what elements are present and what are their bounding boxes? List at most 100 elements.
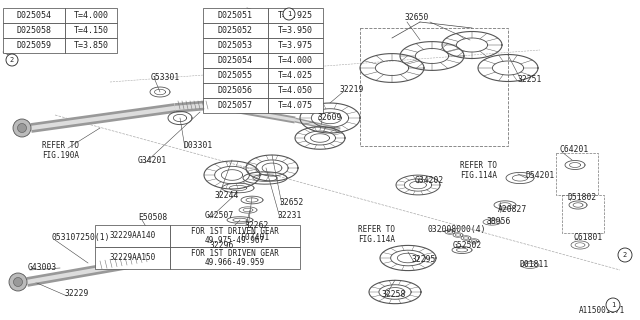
Bar	[268, 68, 323, 83]
Text: 32231: 32231	[278, 211, 302, 220]
Text: FIG.190A: FIG.190A	[42, 151, 79, 160]
Bar	[3, 23, 65, 38]
Text: 1: 1	[287, 11, 291, 17]
Text: A20827: A20827	[498, 205, 527, 214]
Text: 32219: 32219	[340, 85, 364, 94]
Text: 32229AA140: 32229AA140	[109, 231, 156, 241]
Bar	[203, 38, 268, 53]
Text: D025051: D025051	[218, 11, 253, 20]
Circle shape	[13, 119, 31, 137]
Text: F07401: F07401	[240, 233, 269, 242]
Text: C64201: C64201	[560, 145, 589, 154]
Text: 053107250(1): 053107250(1)	[52, 233, 111, 242]
Text: 32652: 32652	[280, 198, 305, 207]
Text: 32229AA150: 32229AA150	[109, 253, 156, 262]
Text: 2: 2	[10, 57, 14, 63]
Text: G34201: G34201	[138, 156, 167, 165]
Text: C61801: C61801	[573, 233, 602, 242]
Circle shape	[283, 8, 295, 20]
Text: D025057: D025057	[218, 101, 253, 110]
Text: 1: 1	[611, 302, 615, 308]
Text: G53301: G53301	[151, 73, 180, 82]
Circle shape	[17, 124, 26, 132]
Text: 32262: 32262	[245, 221, 269, 230]
Text: 32295: 32295	[412, 255, 436, 264]
Text: T=4.150: T=4.150	[74, 26, 109, 35]
Bar	[170, 247, 300, 269]
Text: D025054: D025054	[17, 11, 51, 20]
Bar	[203, 68, 268, 83]
Text: T=4.050: T=4.050	[278, 86, 313, 95]
Text: 32650: 32650	[405, 13, 429, 22]
Text: D025055: D025055	[218, 71, 253, 80]
Bar	[268, 98, 323, 113]
Text: 32251: 32251	[518, 75, 542, 84]
Text: D025056: D025056	[218, 86, 253, 95]
Text: T=4.075: T=4.075	[278, 101, 313, 110]
Text: 49.966-49.959: 49.966-49.959	[205, 258, 265, 267]
Text: 32229: 32229	[65, 289, 90, 298]
Bar	[203, 53, 268, 68]
Circle shape	[606, 298, 620, 312]
Bar	[360, 28, 508, 146]
Bar	[268, 53, 323, 68]
Text: D025053: D025053	[218, 41, 253, 50]
Text: 38956: 38956	[487, 217, 511, 226]
Text: T=4.025: T=4.025	[278, 71, 313, 80]
Text: 32296: 32296	[210, 241, 234, 250]
Bar	[203, 83, 268, 98]
Text: A115001071: A115001071	[579, 306, 625, 315]
Text: T=4.000: T=4.000	[278, 56, 313, 65]
Text: 2: 2	[623, 252, 627, 258]
Text: 32609: 32609	[318, 113, 342, 122]
Bar	[65, 23, 117, 38]
Bar	[203, 98, 268, 113]
Text: FIG.114A: FIG.114A	[358, 235, 395, 244]
Text: D54201: D54201	[525, 171, 554, 180]
Text: D025059: D025059	[17, 41, 51, 50]
Text: T=3.975: T=3.975	[278, 41, 313, 50]
Text: REFER TO: REFER TO	[460, 161, 497, 170]
Text: D03301: D03301	[183, 141, 212, 150]
Text: D025054: D025054	[218, 56, 253, 65]
Text: T=3.850: T=3.850	[74, 41, 109, 50]
Text: 32258: 32258	[382, 290, 406, 299]
Bar	[3, 38, 65, 53]
Text: G43003: G43003	[28, 263, 57, 272]
Bar	[268, 83, 323, 98]
Text: T=4.000: T=4.000	[74, 11, 109, 20]
Bar	[268, 38, 323, 53]
Circle shape	[13, 277, 22, 286]
Bar	[268, 23, 323, 38]
Text: 49.975-49.967: 49.975-49.967	[205, 236, 265, 245]
Text: 032008000(4): 032008000(4)	[428, 225, 486, 234]
Circle shape	[9, 273, 27, 291]
Text: G42507: G42507	[205, 211, 234, 220]
Text: REFER TO: REFER TO	[358, 225, 395, 234]
Circle shape	[6, 54, 18, 66]
Text: G52502: G52502	[453, 241, 483, 250]
Bar	[556, 153, 598, 195]
Text: D51802: D51802	[568, 193, 597, 202]
Circle shape	[618, 248, 632, 262]
Bar	[203, 23, 268, 38]
Bar	[268, 8, 323, 23]
Bar	[170, 225, 300, 247]
Text: D025058: D025058	[17, 26, 51, 35]
Bar	[65, 8, 117, 23]
Text: T=3.950: T=3.950	[278, 26, 313, 35]
Bar	[95, 225, 170, 247]
Bar	[95, 247, 170, 269]
Text: 32244: 32244	[215, 191, 239, 200]
Text: REFER TO: REFER TO	[42, 141, 79, 150]
Text: FOR 1ST DRIVEN GEAR: FOR 1ST DRIVEN GEAR	[191, 227, 279, 236]
Text: D025052: D025052	[218, 26, 253, 35]
Text: FIG.114A: FIG.114A	[460, 171, 497, 180]
Text: T=3.925: T=3.925	[278, 11, 313, 20]
Text: G34202: G34202	[415, 176, 444, 185]
Text: D01811: D01811	[520, 260, 549, 269]
Bar	[562, 195, 604, 233]
Bar	[3, 8, 65, 23]
Text: E50508: E50508	[138, 213, 167, 222]
Bar	[65, 38, 117, 53]
